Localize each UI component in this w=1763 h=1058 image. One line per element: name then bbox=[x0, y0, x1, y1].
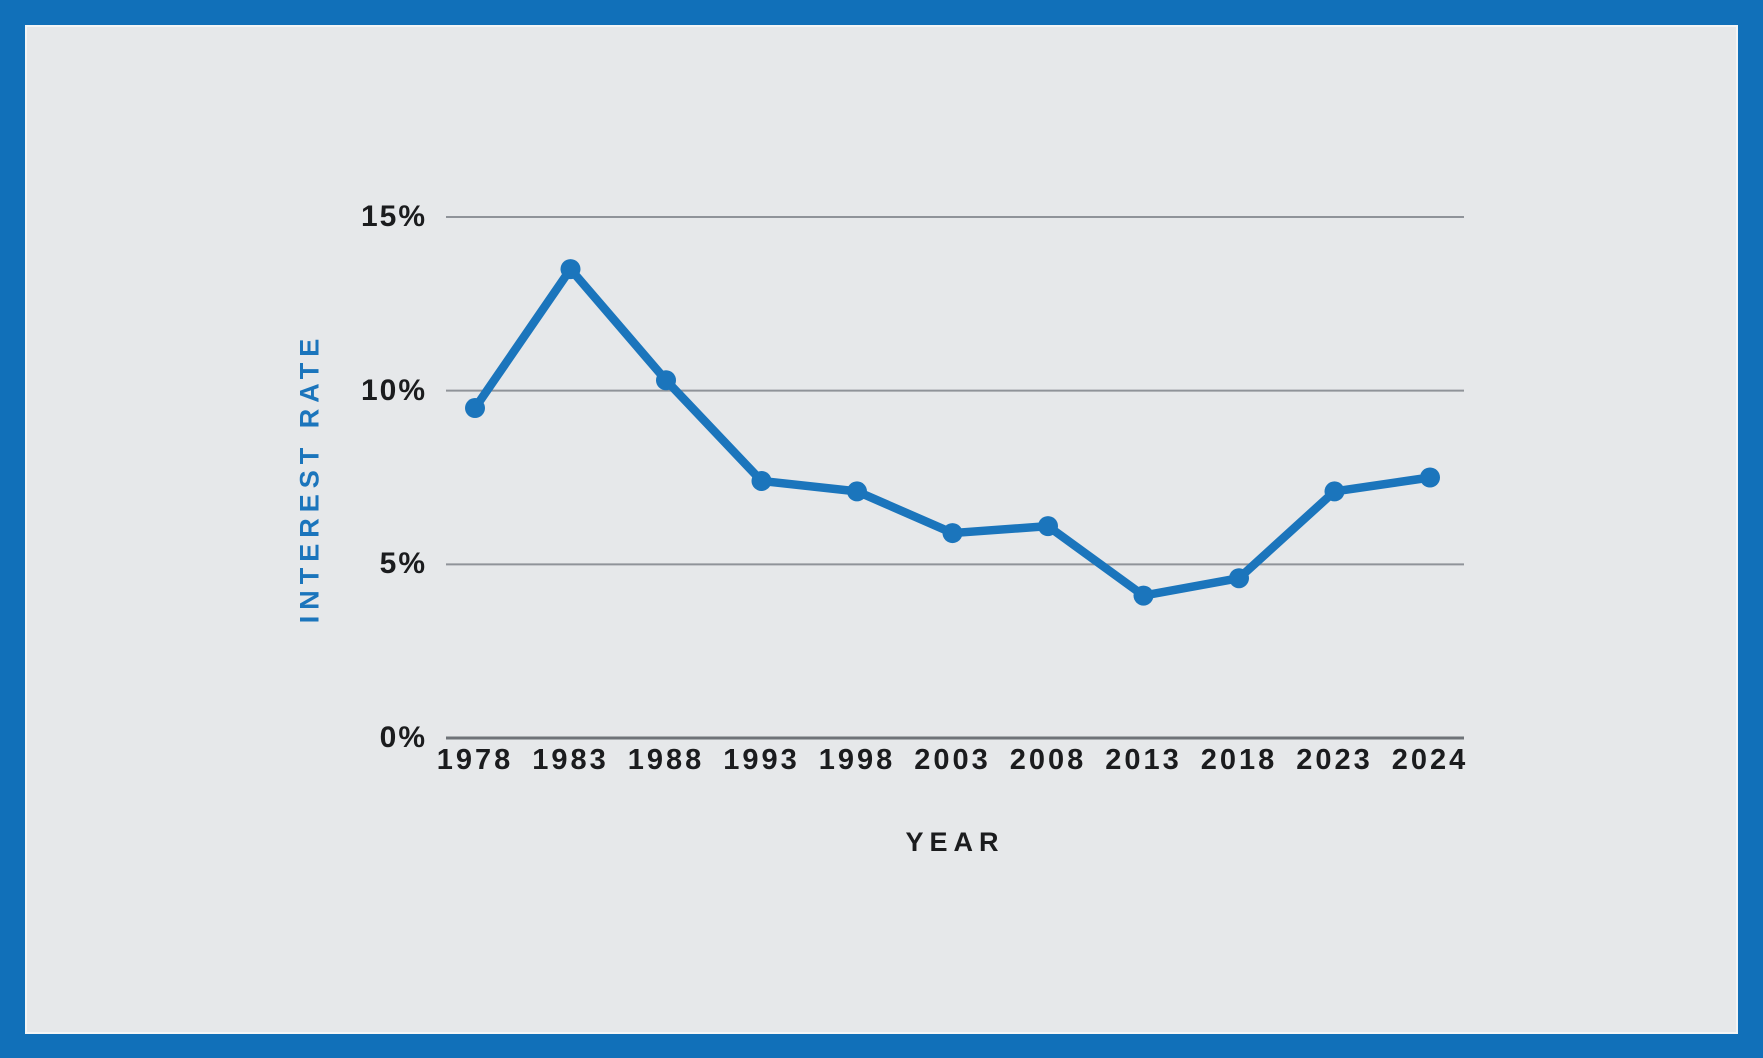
data-point-marker bbox=[1324, 481, 1345, 502]
data-point-marker bbox=[751, 470, 772, 491]
y-tick-label: 0% bbox=[379, 721, 427, 754]
chart-panel bbox=[25, 25, 1738, 1034]
data-point-marker bbox=[465, 398, 485, 419]
x-tick-label: 2003 bbox=[914, 744, 991, 776]
x-tick-label: 2018 bbox=[1200, 744, 1278, 776]
x-tick-label: 2024 bbox=[1391, 744, 1469, 776]
y-axis-title: INTEREST RATE bbox=[294, 332, 325, 624]
y-tick-label: 15% bbox=[360, 200, 427, 233]
x-tick-label: 1978 bbox=[436, 744, 514, 776]
data-point-marker bbox=[1038, 516, 1058, 537]
x-tick-label: 1993 bbox=[723, 744, 800, 776]
x-tick-label: 1988 bbox=[627, 744, 705, 776]
data-point-marker bbox=[1420, 467, 1440, 488]
x-tick-label: 1983 bbox=[532, 744, 609, 776]
interest-rate-line bbox=[470, 264, 1435, 600]
data-point-marker bbox=[942, 523, 963, 544]
data-point-marker bbox=[656, 370, 676, 391]
data-point-marker bbox=[1133, 585, 1154, 606]
x-tick-label: 2013 bbox=[1105, 744, 1182, 776]
x-tick-label: 2008 bbox=[1009, 744, 1087, 776]
y-tick-label: 5% bbox=[379, 547, 427, 581]
data-point-marker bbox=[1229, 568, 1249, 589]
x-tick-label: 1998 bbox=[818, 744, 896, 776]
x-axis-title: YEAR bbox=[905, 827, 1005, 857]
data-point-marker bbox=[560, 259, 581, 280]
x-tick-label: 2023 bbox=[1296, 744, 1373, 776]
y-tick-label: 10% bbox=[360, 373, 427, 407]
data-point-marker bbox=[847, 481, 867, 502]
